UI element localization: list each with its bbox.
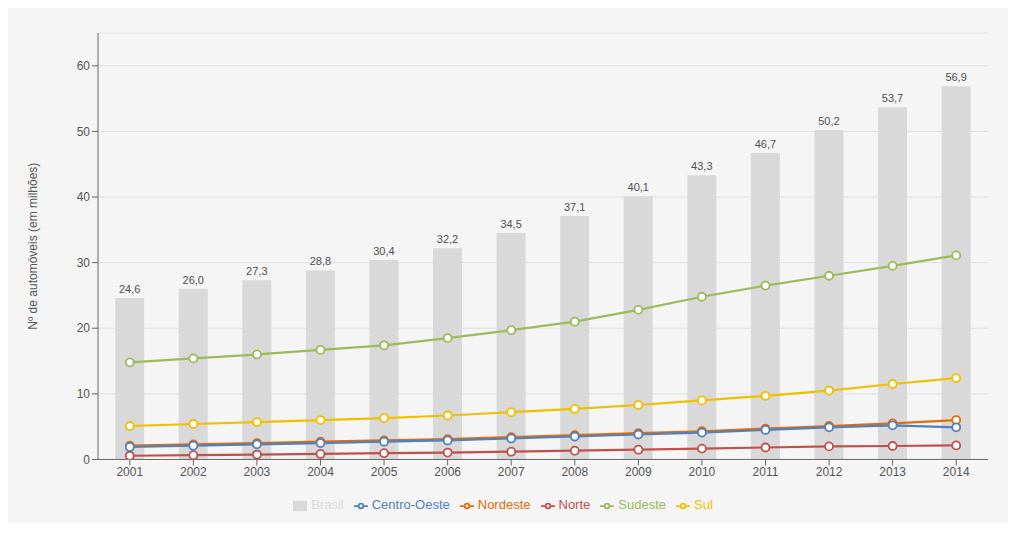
html-text:Sudeste: Sudeste xyxy=(618,497,666,513)
svg-text:2005: 2005 xyxy=(371,465,398,479)
html-text:Centro-Oeste: Centro-Oeste xyxy=(371,497,450,513)
svg-text:2007: 2007 xyxy=(498,465,525,479)
svg-text:0: 0 xyxy=(83,453,90,467)
svg-text:2004: 2004 xyxy=(307,465,334,479)
svg-text:40,1: 40,1 xyxy=(628,181,649,193)
svg-text:Nº de automóveis (em milhões): Nº de automóveis (em milhões) xyxy=(26,163,40,330)
svg-text:2001: 2001 xyxy=(116,465,143,479)
svg-text:40: 40 xyxy=(77,190,91,204)
svg-text:28,8: 28,8 xyxy=(310,255,331,267)
svg-text:24,6: 24,6 xyxy=(119,283,140,295)
svg-text:10: 10 xyxy=(77,387,91,401)
svg-text:30,4: 30,4 xyxy=(373,245,394,257)
html-text:Nordeste: Nordeste xyxy=(477,497,531,513)
svg-text:2014: 2014 xyxy=(943,465,970,479)
html-text:Norte: Norte xyxy=(558,497,591,513)
svg-text:2013: 2013 xyxy=(879,465,906,479)
html-text:Brasil: Brasil xyxy=(311,497,344,513)
svg-text:37,1: 37,1 xyxy=(564,201,585,213)
svg-text:46,7: 46,7 xyxy=(755,138,776,150)
svg-text:2003: 2003 xyxy=(244,465,271,479)
svg-text:2009: 2009 xyxy=(625,465,652,479)
svg-text:53,7: 53,7 xyxy=(882,92,903,104)
svg-text:60: 60 xyxy=(77,59,91,73)
svg-text:2006: 2006 xyxy=(434,465,461,479)
svg-text:56,9: 56,9 xyxy=(945,71,966,83)
svg-text:2012: 2012 xyxy=(816,465,843,479)
svg-text:2011: 2011 xyxy=(753,465,779,479)
svg-text:32,2: 32,2 xyxy=(437,233,458,245)
svg-text:27,3: 27,3 xyxy=(246,265,267,277)
svg-text:30: 30 xyxy=(77,256,91,270)
svg-text:43,3: 43,3 xyxy=(691,160,712,172)
svg-text:20: 20 xyxy=(77,321,91,335)
svg-text:50: 50 xyxy=(77,125,91,139)
svg-text:50,2: 50,2 xyxy=(818,115,839,127)
svg-text:2002: 2002 xyxy=(180,465,207,479)
svg-text:2008: 2008 xyxy=(561,465,588,479)
svg-text:34,5: 34,5 xyxy=(500,218,521,230)
svg-text:26,0: 26,0 xyxy=(183,274,204,286)
html-text:Sul: Sul xyxy=(694,497,713,513)
svg-text:2010: 2010 xyxy=(689,465,716,479)
